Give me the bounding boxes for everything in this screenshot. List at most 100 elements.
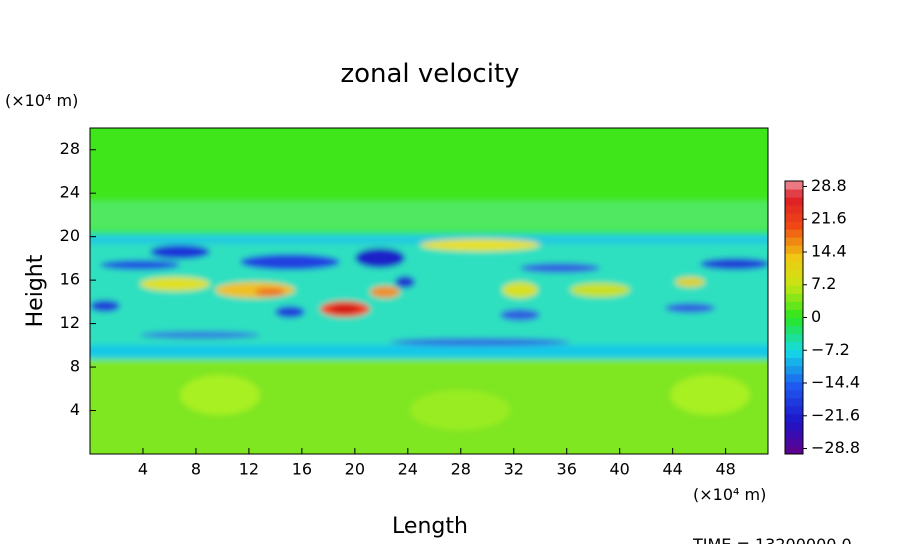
y-tick-label: 12 — [60, 313, 80, 332]
x-tick-label: 40 — [610, 460, 630, 479]
colorbar-band — [785, 189, 803, 198]
x-tick-label: 44 — [662, 460, 682, 479]
colorbar-band — [785, 213, 803, 222]
colorbar-band — [785, 205, 803, 214]
colorbar-band — [785, 221, 803, 230]
colorbar-band — [785, 333, 803, 343]
colorbar-band — [785, 285, 803, 294]
y-tick-label: 4 — [70, 400, 80, 419]
y-tick-label: 16 — [60, 270, 80, 289]
colorbar-tick-label: 21.6 — [811, 209, 847, 228]
colorbar-band — [785, 309, 803, 318]
colorbar-band — [785, 269, 803, 278]
x-tick-label: 8 — [191, 460, 201, 479]
colorbar-band — [785, 349, 803, 359]
y-unit: (×10⁴ m) — [5, 91, 78, 110]
colorbar-band — [785, 389, 803, 399]
colorbar-tick-label: 28.8 — [811, 176, 847, 195]
x-tick-label: 36 — [557, 460, 577, 479]
colorbar-band — [785, 181, 803, 190]
colorbar-band — [785, 341, 803, 351]
colorbar-band — [785, 357, 803, 367]
blob — [570, 283, 630, 297]
plot-frame — [89, 127, 769, 455]
band — [90, 200, 768, 230]
band — [90, 236, 768, 244]
blob — [215, 282, 295, 298]
footer: TIME = 13200000.0 — [692, 535, 852, 544]
y-axis-label: Height — [23, 254, 48, 327]
y-tick-label: 24 — [60, 183, 80, 202]
colorbar-band — [785, 397, 803, 407]
blob — [670, 375, 750, 415]
blob — [665, 303, 715, 313]
x-axis-label: Length — [392, 514, 468, 539]
colorbar-band — [785, 445, 803, 455]
chart-title: zonal velocity — [340, 59, 519, 89]
blob — [150, 245, 210, 259]
y-tick-label: 8 — [70, 357, 80, 376]
colorbar-tick-label: −28.8 — [811, 438, 860, 457]
x-tick-label: 12 — [239, 460, 259, 479]
blob — [240, 254, 340, 270]
blob — [410, 390, 510, 430]
blob — [395, 276, 415, 288]
x-tick-label: 4 — [138, 460, 148, 479]
colorbar-band — [785, 325, 803, 335]
y-tick-label: 20 — [60, 226, 80, 245]
blob — [100, 260, 180, 270]
colorbar-band — [785, 381, 803, 391]
blob — [180, 375, 260, 415]
colorbar-band — [785, 365, 803, 375]
colorbar-band — [785, 421, 803, 431]
colorbar-tick-label: −21.6 — [811, 405, 860, 424]
colorbar-tick-label: 14.4 — [811, 241, 847, 260]
colorbar-band — [785, 437, 803, 447]
blob — [355, 248, 405, 268]
colorbar-band — [785, 317, 803, 327]
blob — [420, 239, 540, 251]
band — [90, 345, 768, 357]
colorbar-band — [785, 197, 803, 206]
blob — [275, 306, 305, 318]
blob — [370, 286, 400, 298]
blob — [331, 305, 359, 313]
colorbar-band — [785, 293, 803, 302]
colorbar-tick-label: −14.4 — [811, 373, 860, 392]
colorbar-tick-label: 7.2 — [811, 274, 836, 293]
x-unit: (×10⁴ m) — [693, 485, 766, 504]
field-shapes — [90, 200, 768, 454]
colorbar-band — [785, 261, 803, 270]
field — [90, 128, 768, 454]
y-tick-label: 28 — [60, 139, 80, 158]
colorbar-band — [785, 253, 803, 262]
blob — [700, 258, 768, 270]
blob — [502, 282, 538, 298]
colorbar-band — [785, 245, 803, 254]
blob — [675, 277, 705, 287]
colorbar-band — [785, 429, 803, 439]
colorbar-tick-label: −7.2 — [811, 340, 850, 359]
x-tick-label: 16 — [292, 460, 312, 479]
blob — [520, 263, 600, 273]
x-tick-label: 24 — [398, 460, 418, 479]
x-tick-label: 20 — [345, 460, 365, 479]
blob — [500, 309, 540, 321]
blob — [140, 331, 260, 339]
colorbar-band — [785, 229, 803, 238]
blob — [390, 338, 570, 346]
x-tick-label: 32 — [504, 460, 524, 479]
blob — [140, 277, 210, 291]
blob — [90, 300, 120, 312]
colorbar-band — [785, 277, 803, 286]
colorbar-band — [785, 301, 803, 310]
blob — [255, 288, 285, 296]
colorbar-tick-label: 0 — [811, 307, 821, 326]
colorbar-band — [785, 373, 803, 383]
colorbar-band — [785, 413, 803, 423]
colorbar-band — [785, 405, 803, 415]
x-tick-label: 28 — [451, 460, 471, 479]
colorbar-band — [785, 237, 803, 246]
x-tick-label: 48 — [715, 460, 735, 479]
